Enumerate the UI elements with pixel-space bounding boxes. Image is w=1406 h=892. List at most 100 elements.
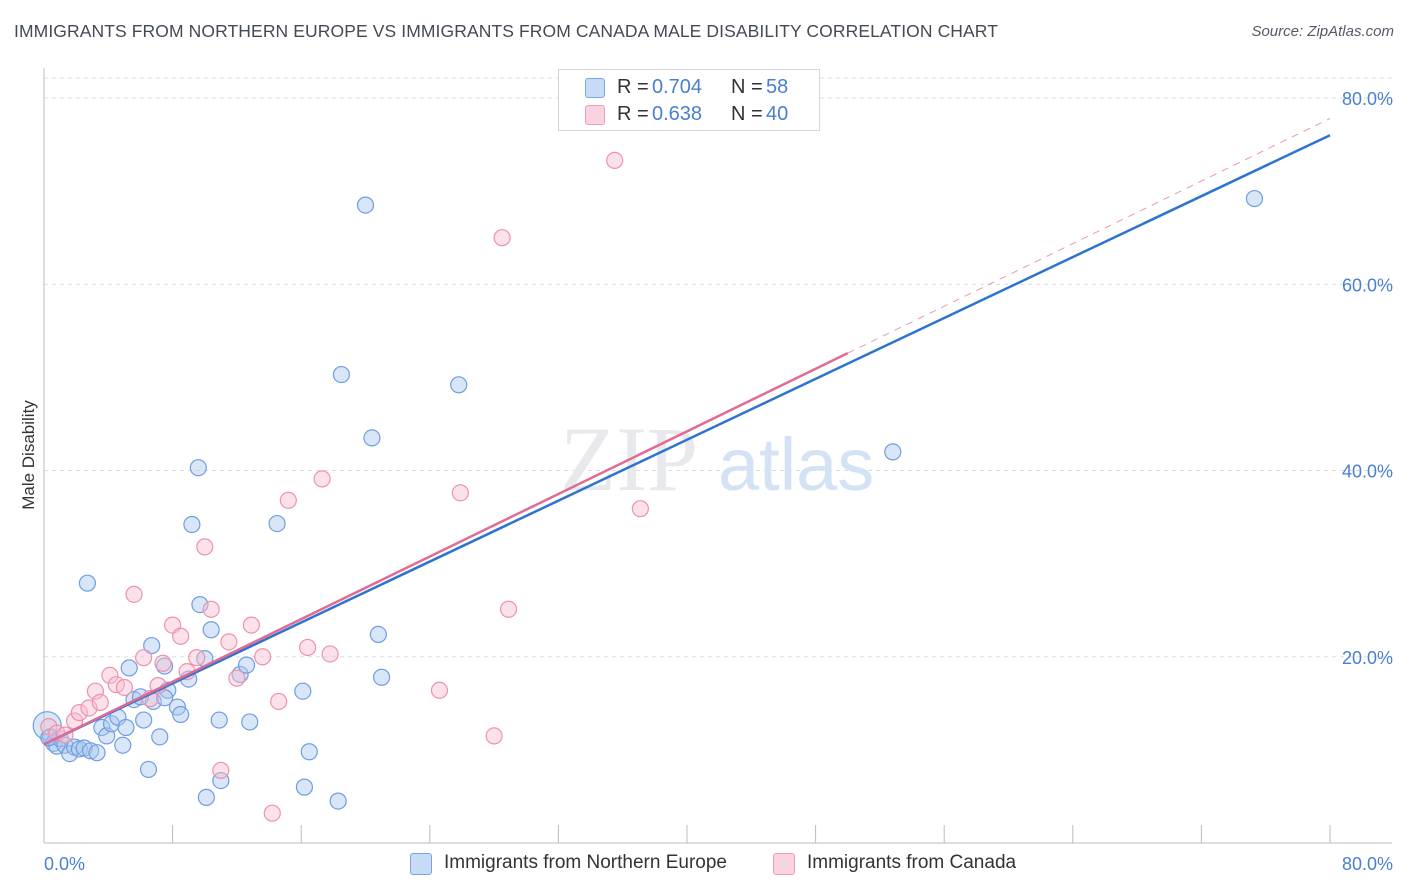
axes (43, 68, 1392, 844)
pink-point (91, 693, 109, 711)
blue-point (155, 657, 174, 675)
x-tick-label: 80.0% (1342, 854, 1393, 874)
stats-legend: R = 0.704 N = 58 R = 0.638 N = 40 (558, 69, 820, 131)
x-axis-ticks (43, 825, 1331, 843)
pink-point (202, 600, 220, 618)
pink-point (196, 538, 214, 556)
blue-point (210, 711, 228, 729)
pink-point (321, 645, 339, 663)
blue-point (78, 574, 97, 592)
pink-point (101, 666, 119, 684)
pink-point (154, 654, 172, 672)
blue-point (82, 742, 100, 760)
legend-label: Immigrants from Northern Europe (444, 852, 727, 873)
n-label: N = (731, 76, 763, 98)
y-tick-label: 40.0% (1342, 462, 1393, 482)
r-value: 0.704 (652, 76, 703, 98)
trend-lines (43, 118, 1331, 746)
pink-trend-line (43, 352, 849, 746)
source-label: Source: ZipAtlas.com (1251, 23, 1394, 40)
pink-point (270, 692, 288, 711)
blue-point (88, 744, 106, 762)
blue-point (237, 656, 256, 674)
blue-point (189, 459, 207, 477)
pink-point (188, 649, 206, 667)
blue-point (1245, 189, 1264, 208)
blue-point (372, 668, 391, 686)
blue-point (300, 743, 318, 761)
blue-point (329, 792, 347, 810)
pink-point (70, 704, 88, 722)
blue-point (172, 705, 190, 724)
blue-point (450, 376, 468, 394)
blue-point (135, 711, 153, 729)
pink-swatch (773, 853, 795, 875)
blue-point (117, 718, 135, 737)
y-tick-label: 60.0% (1342, 275, 1393, 295)
blue-point (268, 514, 286, 533)
pink-point (115, 678, 133, 697)
blue-swatch (585, 78, 605, 98)
pink-point (228, 669, 246, 687)
legend-label: Immigrants from Canada (807, 852, 1017, 873)
r-value: 0.638 (652, 103, 703, 125)
pink-point (220, 633, 238, 651)
watermark-atlas: atlas (718, 423, 874, 506)
blue-point (295, 778, 314, 796)
pink-point (485, 727, 503, 745)
blue-trend-line (43, 134, 1331, 746)
blue-point (202, 621, 220, 639)
blue-point (332, 365, 350, 384)
pink-point (125, 585, 143, 603)
x-tick-labels: 0.0% 80.0% (44, 854, 1393, 874)
blue-point (197, 788, 215, 806)
x-tick-label: 0.0% (44, 854, 85, 874)
n-value: 40 (766, 103, 789, 125)
pink-point (254, 648, 272, 666)
n-label: N = (731, 103, 763, 125)
pink-trend-extension (847, 118, 1331, 354)
pink-series-points (40, 151, 649, 822)
pink-point (86, 682, 105, 700)
y-axis-label: Male Disability (19, 400, 38, 510)
blue-point (151, 728, 169, 746)
pink-point (299, 638, 317, 657)
blue-swatch (410, 853, 432, 875)
pink-point (451, 484, 469, 502)
pink-point (242, 616, 260, 634)
pink-point (212, 761, 230, 779)
r-label: R = (617, 103, 649, 125)
pink-point (172, 627, 190, 645)
pink-point (279, 491, 297, 509)
blue-point (183, 515, 201, 534)
blue-point (191, 595, 209, 614)
blue-point (143, 636, 161, 655)
blue-point (369, 625, 387, 644)
grid-lines (44, 77, 1392, 658)
blue-point (114, 736, 132, 754)
pink-point (263, 804, 281, 822)
blue-point (139, 760, 158, 779)
y-tick-labels: 20.0% 40.0% 60.0% 80.0% (1342, 89, 1393, 668)
pink-point (499, 600, 518, 618)
pink-swatch (585, 105, 605, 125)
y-tick-label: 80.0% (1342, 89, 1393, 109)
pink-point (606, 151, 624, 169)
pink-point (313, 470, 331, 488)
blue-point (356, 196, 375, 214)
blue-point (120, 659, 138, 677)
blue-point (93, 718, 111, 737)
blue-point (884, 443, 902, 461)
pink-point (430, 681, 449, 699)
blue-point (294, 682, 312, 700)
r-label: R = (617, 76, 649, 98)
y-tick-label: 20.0% (1342, 648, 1393, 668)
pink-point (135, 649, 153, 667)
n-value: 58 (766, 76, 789, 98)
pink-point (493, 229, 511, 247)
chart-title: IMMIGRANTS FROM NORTHERN EUROPE VS IMMIG… (14, 21, 999, 41)
pink-point (631, 500, 649, 518)
blue-point (241, 713, 259, 731)
blue-point (363, 429, 381, 447)
